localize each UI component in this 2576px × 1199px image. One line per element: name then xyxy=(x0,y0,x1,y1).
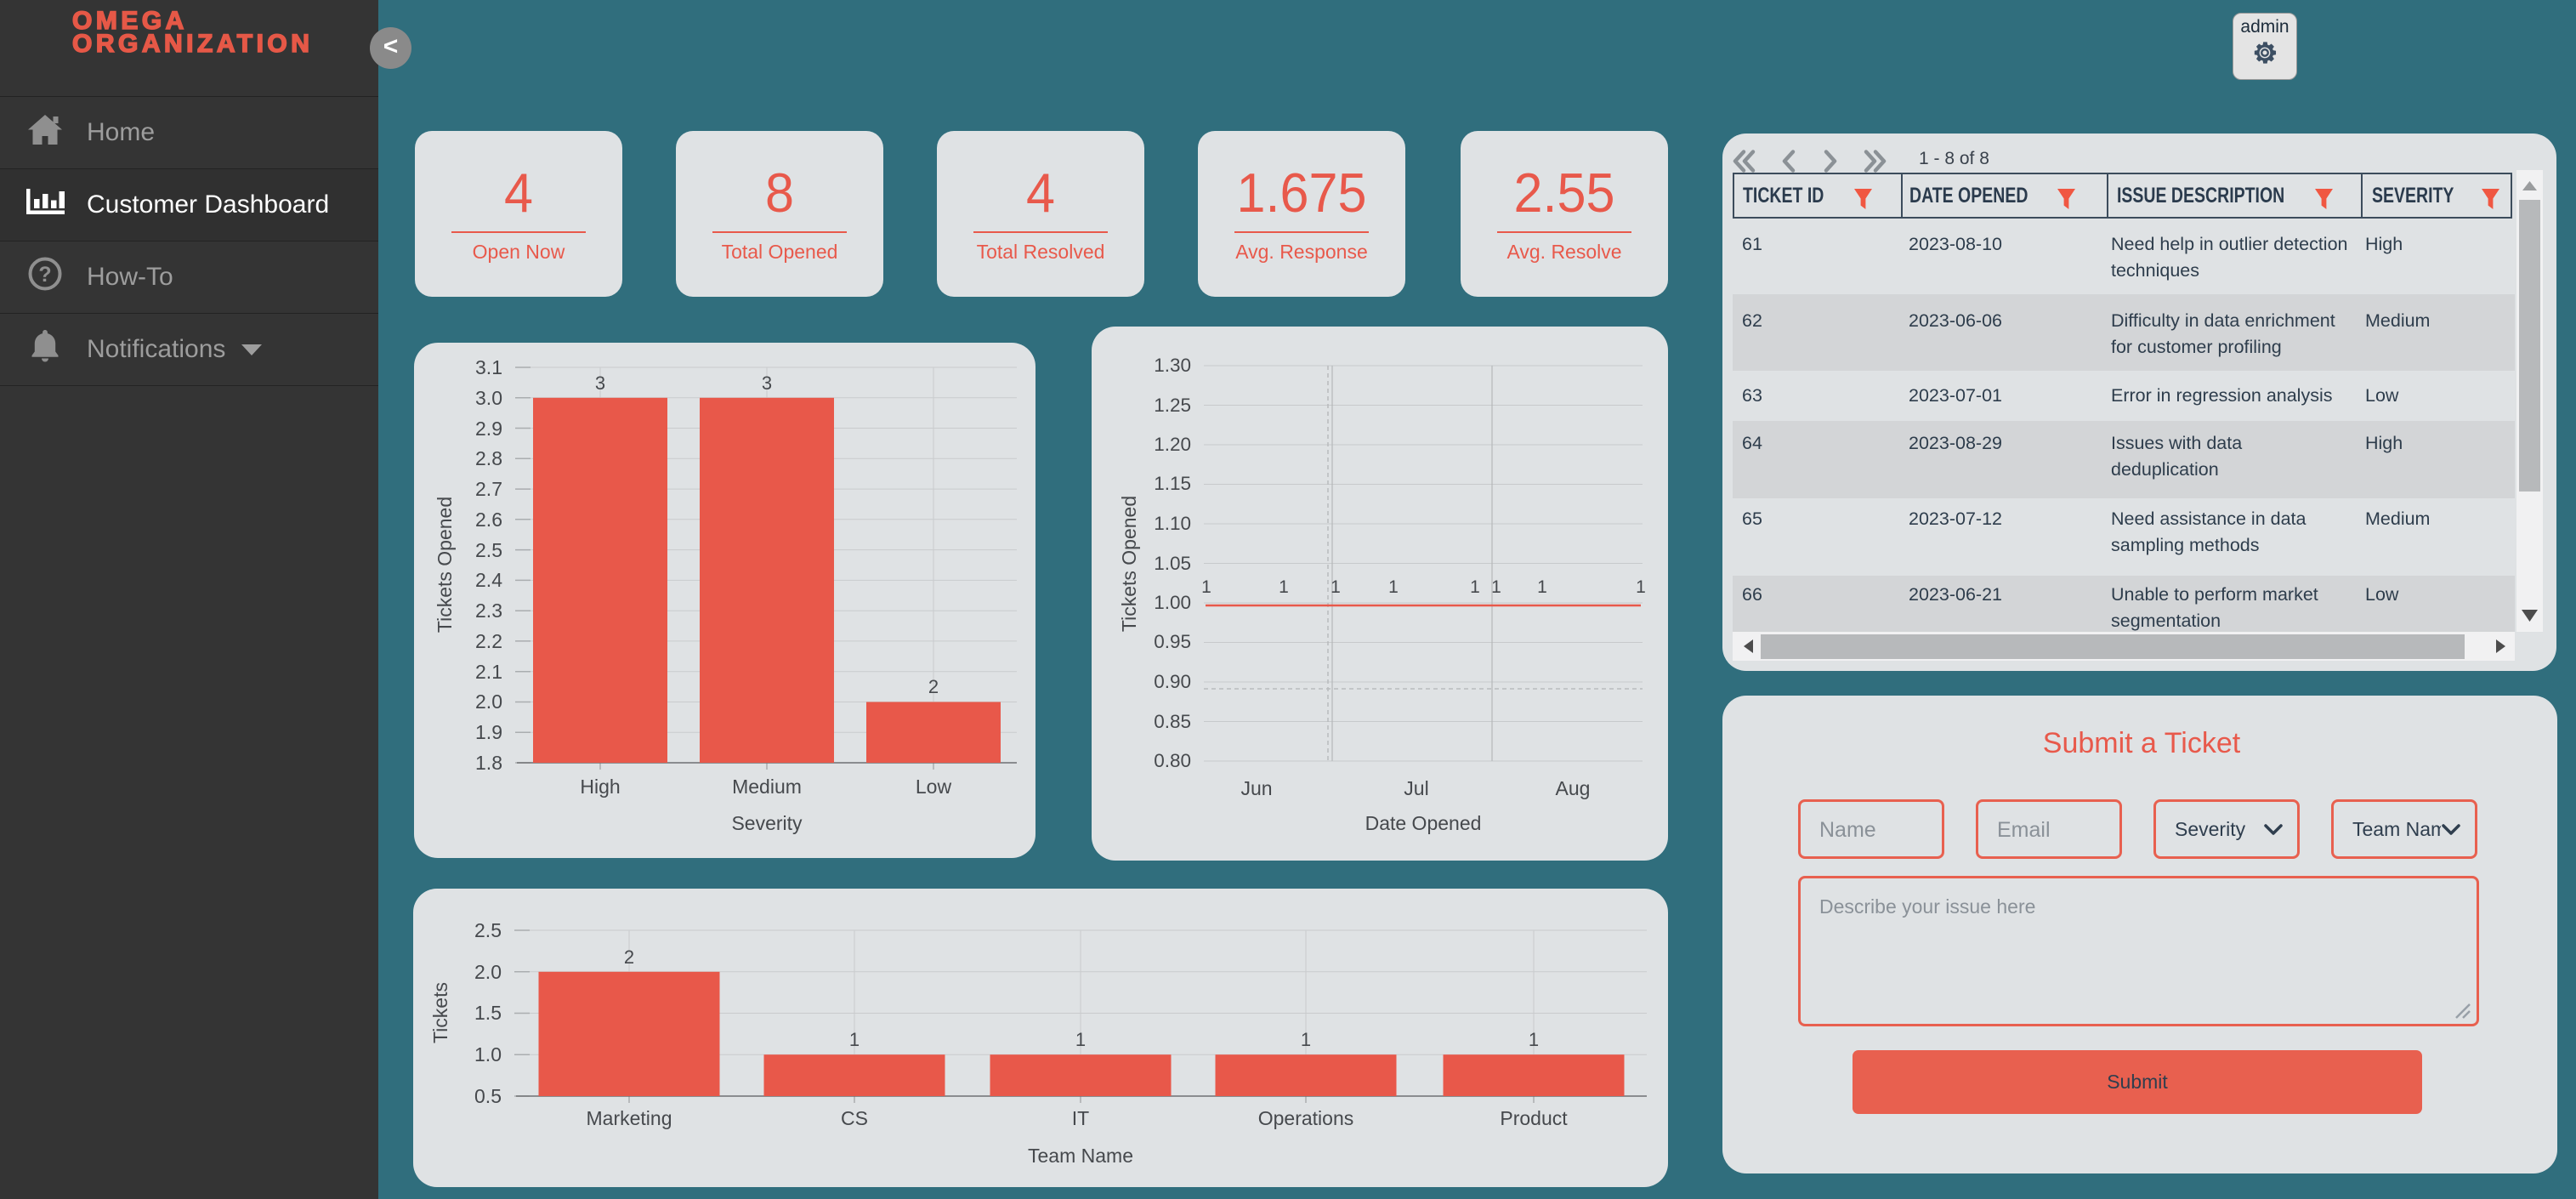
svg-text:1.5: 1.5 xyxy=(474,1002,502,1024)
svg-text:2.7: 2.7 xyxy=(475,478,502,500)
svg-text:2.9: 2.9 xyxy=(475,418,502,440)
svg-text:2.5: 2.5 xyxy=(475,539,502,561)
svg-text:Medium: Medium xyxy=(732,776,802,798)
svg-text:0.95: 0.95 xyxy=(1154,631,1191,652)
svg-text:0.90: 0.90 xyxy=(1154,671,1191,692)
svg-text:Team Name: Team Name xyxy=(1028,1145,1133,1167)
svg-text:Tickets Opened: Tickets Opened xyxy=(434,497,456,633)
svg-text:2.0: 2.0 xyxy=(474,961,502,983)
svg-text:1: 1 xyxy=(1201,577,1211,597)
svg-text:?: ? xyxy=(38,263,51,287)
svg-text:1.10: 1.10 xyxy=(1154,513,1191,534)
svg-text:Jun: Jun xyxy=(1240,777,1272,799)
svg-text:Aug: Aug xyxy=(1556,777,1591,799)
svg-text:1: 1 xyxy=(1301,1029,1311,1050)
svg-text:3.0: 3.0 xyxy=(475,387,502,409)
svg-text:1: 1 xyxy=(1470,577,1480,597)
svg-text:2.6: 2.6 xyxy=(475,509,502,531)
svg-text:1.05: 1.05 xyxy=(1154,553,1191,574)
svg-text:0.80: 0.80 xyxy=(1154,750,1191,771)
svg-text:1: 1 xyxy=(1331,577,1341,597)
svg-text:1: 1 xyxy=(1075,1029,1086,1050)
svg-text:1.15: 1.15 xyxy=(1154,473,1191,494)
svg-text:1.0: 1.0 xyxy=(474,1043,502,1065)
svg-text:1: 1 xyxy=(1636,577,1646,597)
svg-text:IT: IT xyxy=(1072,1107,1089,1129)
svg-text:1.00: 1.00 xyxy=(1154,592,1191,613)
svg-text:2.0: 2.0 xyxy=(475,690,502,713)
svg-text:2.1: 2.1 xyxy=(475,661,502,683)
svg-text:2.4: 2.4 xyxy=(475,569,502,591)
svg-text:1.20: 1.20 xyxy=(1154,434,1191,455)
svg-text:Tickets Opened: Tickets Opened xyxy=(1118,496,1140,632)
svg-text:2: 2 xyxy=(624,946,634,968)
svg-text:Operations: Operations xyxy=(1258,1107,1354,1129)
svg-text:1.30: 1.30 xyxy=(1154,355,1191,376)
svg-text:2.8: 2.8 xyxy=(475,447,502,469)
svg-text:Severity: Severity xyxy=(731,812,803,834)
svg-text:1: 1 xyxy=(1279,577,1289,597)
svg-text:2.3: 2.3 xyxy=(475,600,502,622)
svg-text:1: 1 xyxy=(1388,577,1399,597)
svg-text:Product: Product xyxy=(1500,1107,1568,1129)
svg-text:1.25: 1.25 xyxy=(1154,395,1191,416)
svg-text:2.5: 2.5 xyxy=(474,919,502,941)
svg-text:1: 1 xyxy=(1537,577,1547,597)
svg-text:1.8: 1.8 xyxy=(475,752,502,774)
svg-text:CS: CS xyxy=(841,1107,868,1129)
svg-text:1: 1 xyxy=(849,1029,860,1050)
svg-text:1.9: 1.9 xyxy=(475,721,502,743)
svg-text:2: 2 xyxy=(928,676,939,697)
svg-text:3: 3 xyxy=(595,372,605,394)
svg-text:0.85: 0.85 xyxy=(1154,711,1191,732)
svg-text:Jul: Jul xyxy=(1404,777,1428,799)
svg-text:Low: Low xyxy=(916,776,952,798)
svg-text:Marketing: Marketing xyxy=(587,1107,672,1129)
svg-text:1: 1 xyxy=(1529,1029,1539,1050)
svg-text:1: 1 xyxy=(1491,577,1501,597)
svg-text:2.2: 2.2 xyxy=(475,630,502,652)
svg-text:Tickets: Tickets xyxy=(429,982,451,1043)
svg-text:3: 3 xyxy=(762,372,772,394)
svg-text:High: High xyxy=(580,776,620,798)
svg-text:3.1: 3.1 xyxy=(475,356,502,378)
svg-text:Date Opened: Date Opened xyxy=(1365,812,1482,834)
svg-text:0.5: 0.5 xyxy=(474,1085,502,1107)
